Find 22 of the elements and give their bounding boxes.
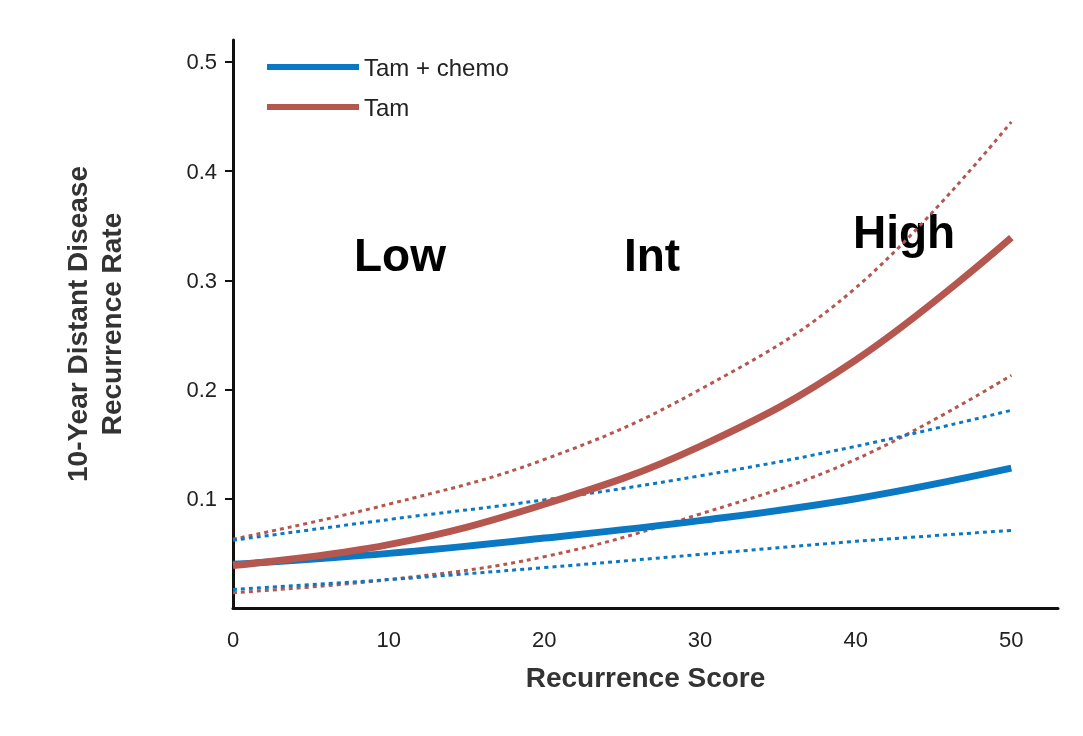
y-tick-label: 0.5 xyxy=(186,49,217,75)
line-series xyxy=(231,120,1013,541)
x-tick-label: 40 xyxy=(843,626,868,652)
line-series xyxy=(231,373,1013,595)
x-tick-label: 10 xyxy=(376,626,401,652)
y-tick-label: 0.3 xyxy=(186,267,217,293)
annotation: High xyxy=(852,206,956,258)
x-axis-title: Recurrence Score xyxy=(525,661,766,693)
line-series xyxy=(231,528,1013,591)
x-tick-label: 50 xyxy=(999,626,1024,652)
x-tick-label: 30 xyxy=(687,626,713,652)
x-tick-label: 20 xyxy=(532,626,557,652)
annotation: Low xyxy=(354,229,447,281)
y-tick-label: 0.1 xyxy=(186,486,217,512)
legend-label: Tam + chemo xyxy=(364,53,509,81)
y-tick-label: 0.2 xyxy=(186,377,217,403)
y-axis-title: 10-Year Distant Disease Recurrence Rate xyxy=(61,166,127,482)
y-tick-label: 0.4 xyxy=(186,158,217,184)
annotation: Int xyxy=(623,229,681,281)
x-tick-label: 0 xyxy=(226,626,240,652)
legend-label: Tam xyxy=(364,93,410,121)
line-series xyxy=(231,408,1013,542)
